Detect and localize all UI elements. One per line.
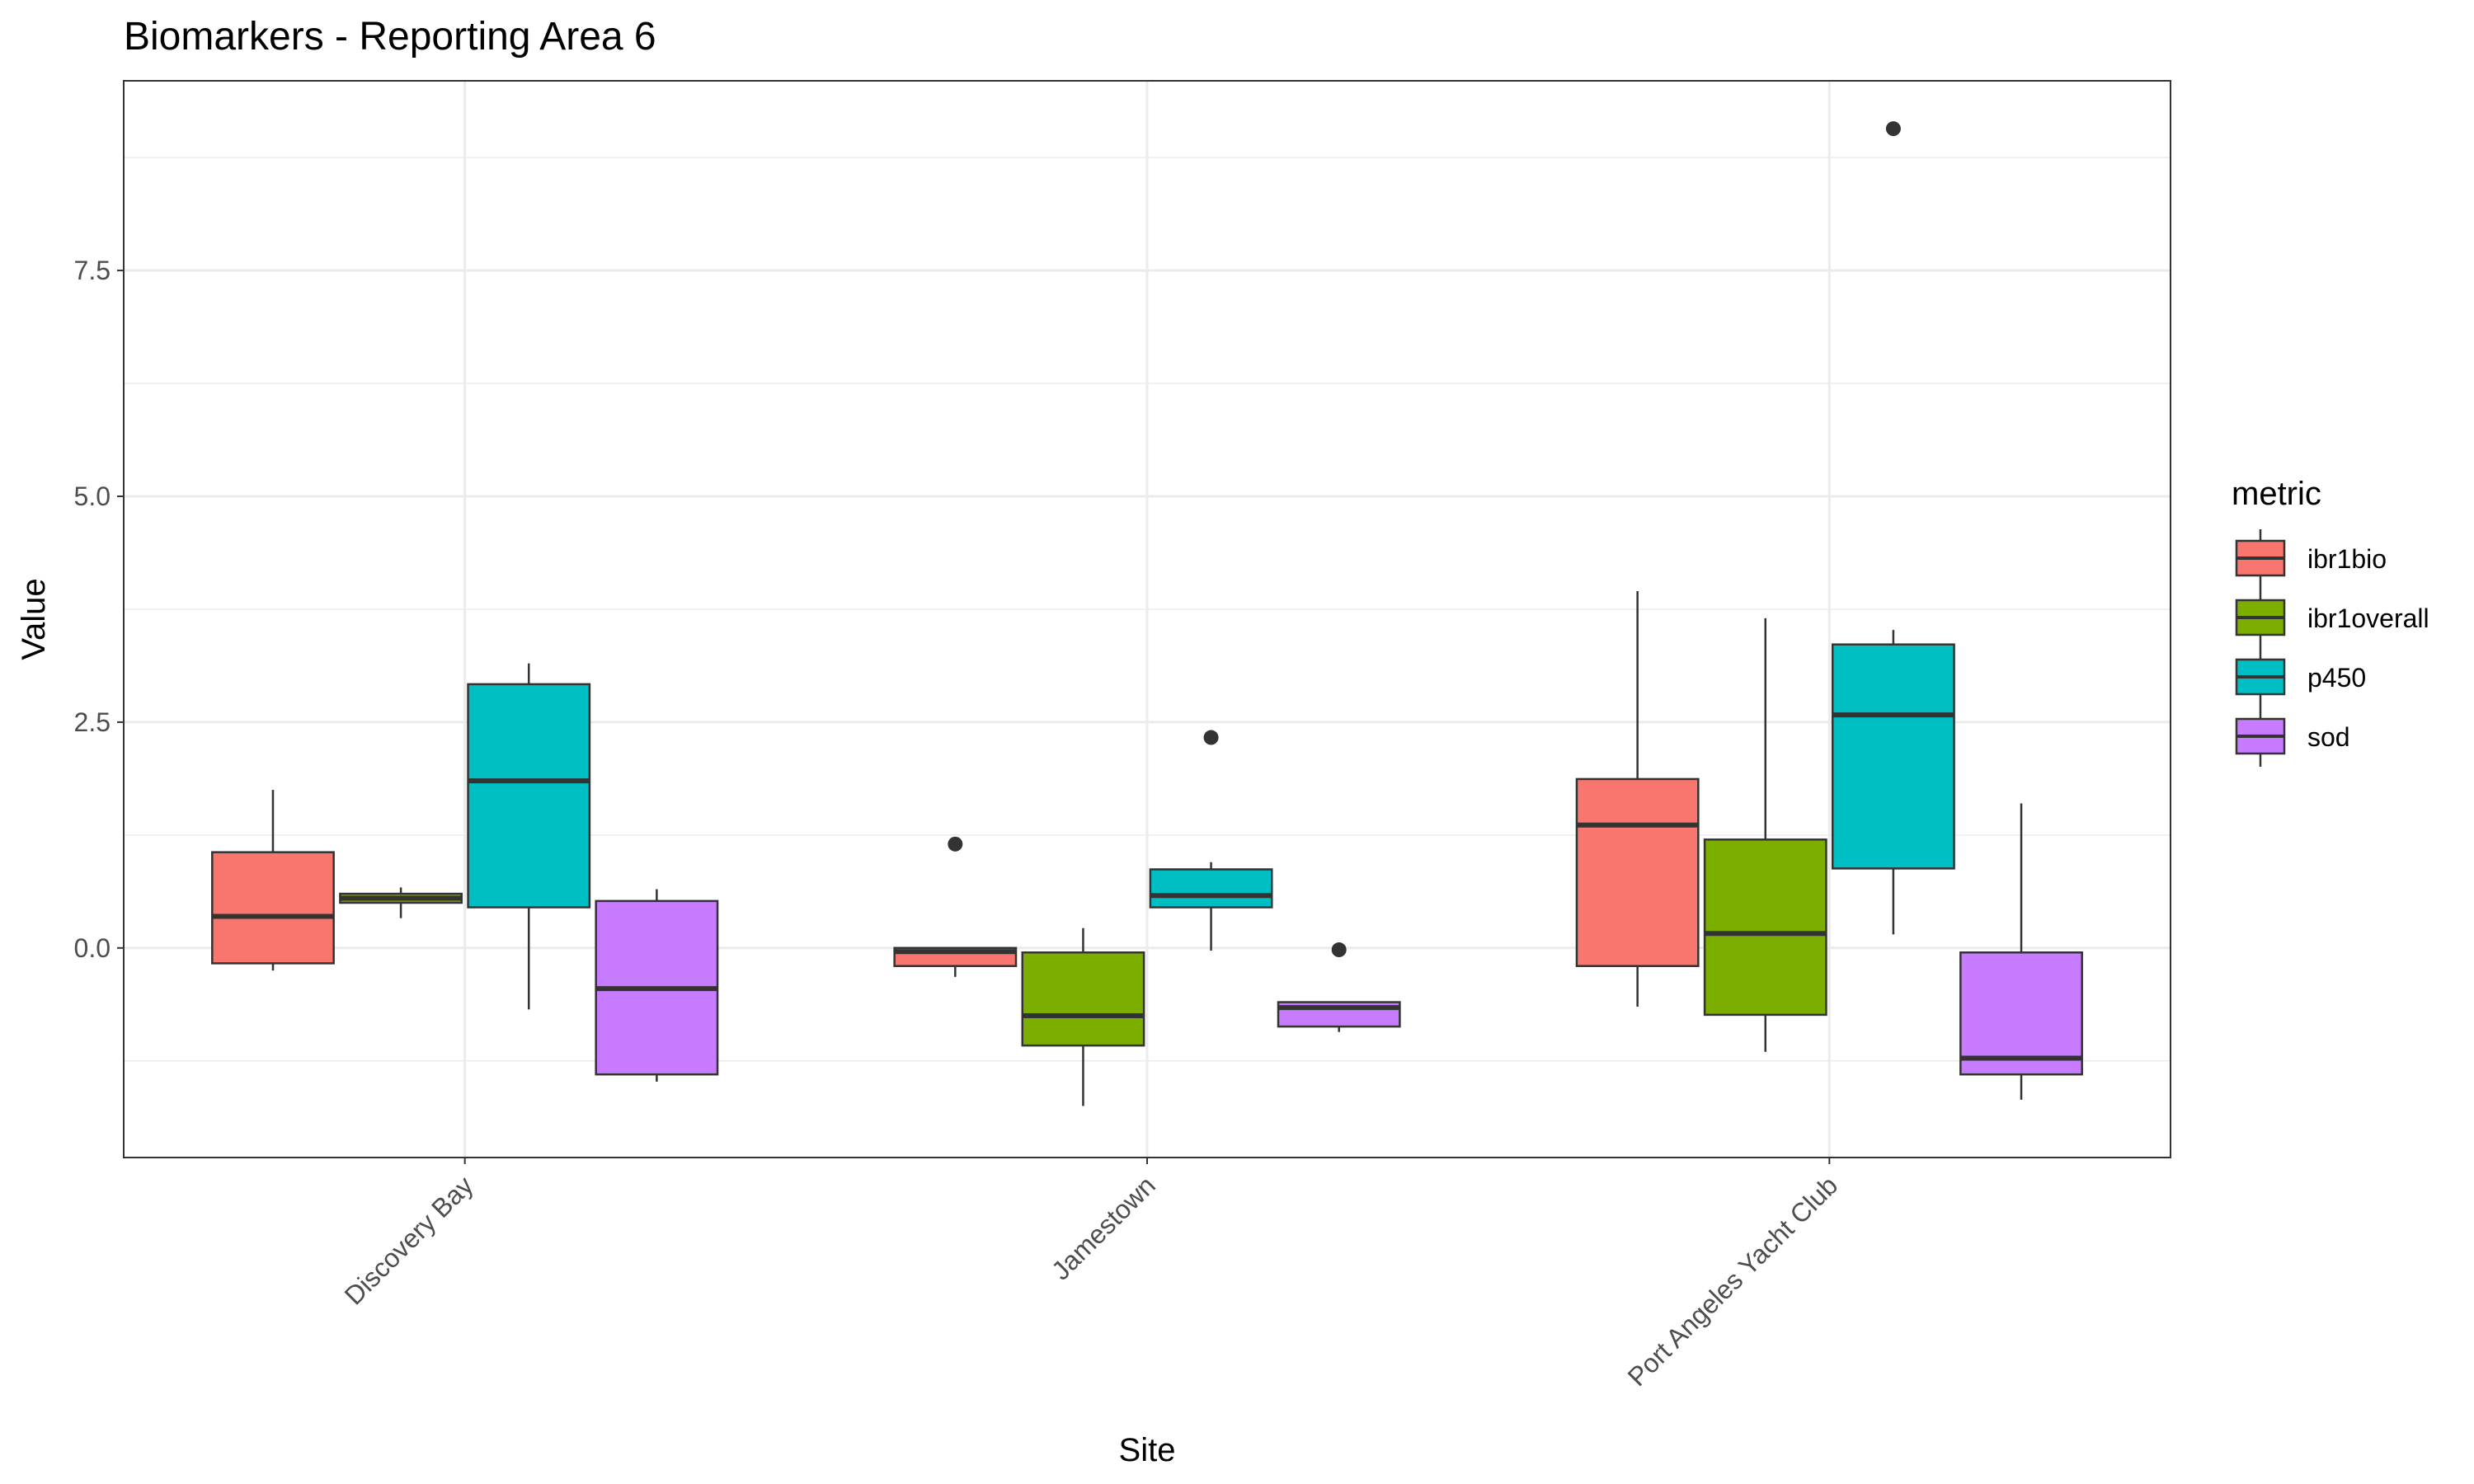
box-sod	[595, 889, 719, 1082]
box-iqr	[1703, 838, 1827, 1017]
y-tick-label: 7.5	[74, 256, 111, 285]
box-sod	[1959, 803, 2083, 1100]
outlier-point	[1203, 730, 1219, 745]
outlier-point	[948, 836, 963, 852]
x-tick-label: Discovery Bay	[339, 1170, 479, 1310]
box-p450	[1831, 121, 1955, 935]
box-iqr	[1575, 777, 1700, 967]
box-ibr1overall	[1021, 928, 1145, 1106]
y-tick-label: 5.0	[74, 481, 111, 511]
legend-item-sod: sod	[2235, 707, 2350, 767]
legend-label: ibr1overall	[2307, 603, 2429, 633]
legend-label: sod	[2307, 722, 2350, 752]
legend-label: p450	[2307, 663, 2366, 693]
box-ibr1overall	[1703, 618, 1827, 1052]
legend-title: metric	[2232, 476, 2321, 512]
box-iqr	[467, 683, 591, 909]
box-iqr	[1021, 951, 1145, 1047]
x-tick-label: Port Angeles Yacht Club	[1622, 1170, 1844, 1392]
box-p450	[1149, 730, 1273, 951]
y-tick-label: 0.0	[74, 933, 111, 963]
box-ibr1overall	[339, 887, 463, 918]
legend-label: ibr1bio	[2307, 544, 2387, 574]
box-ibr1bio	[893, 836, 1018, 977]
box-p450	[467, 663, 591, 1010]
x-axis-title: Site	[1119, 1432, 1176, 1468]
legend-item-ibr1overall: ibr1overall	[2235, 589, 2429, 648]
legend: metric ibr1bio ibr1overall p450 sod	[2232, 476, 2429, 767]
legend-item-p450: p450	[2235, 648, 2366, 707]
box-iqr	[1959, 951, 2083, 1076]
outlier-point	[1331, 942, 1347, 958]
box-ibr1bio	[211, 790, 335, 971]
legend-item-ibr1bio: ibr1bio	[2235, 529, 2387, 589]
box-ibr1bio	[1575, 591, 1700, 1007]
y-axis: 0.0 2.5 5.0 7.5	[74, 256, 124, 963]
box-sod	[1277, 942, 1401, 1032]
boxes	[211, 121, 2083, 1106]
gridlines	[124, 81, 2171, 1158]
box-iqr	[1149, 868, 1273, 909]
y-tick-label: 2.5	[74, 707, 111, 737]
x-axis: Discovery Bay Jamestown Port Angeles Yacht…	[339, 1158, 1844, 1392]
outlier-point	[1885, 121, 1901, 137]
y-axis-title: Value	[16, 578, 52, 660]
x-tick-label: Jamestown	[1046, 1170, 1161, 1285]
chart-title: Biomarkers - Reporting Area 6	[124, 15, 656, 59]
box-iqr	[211, 851, 335, 965]
box-iqr	[1831, 643, 1955, 870]
